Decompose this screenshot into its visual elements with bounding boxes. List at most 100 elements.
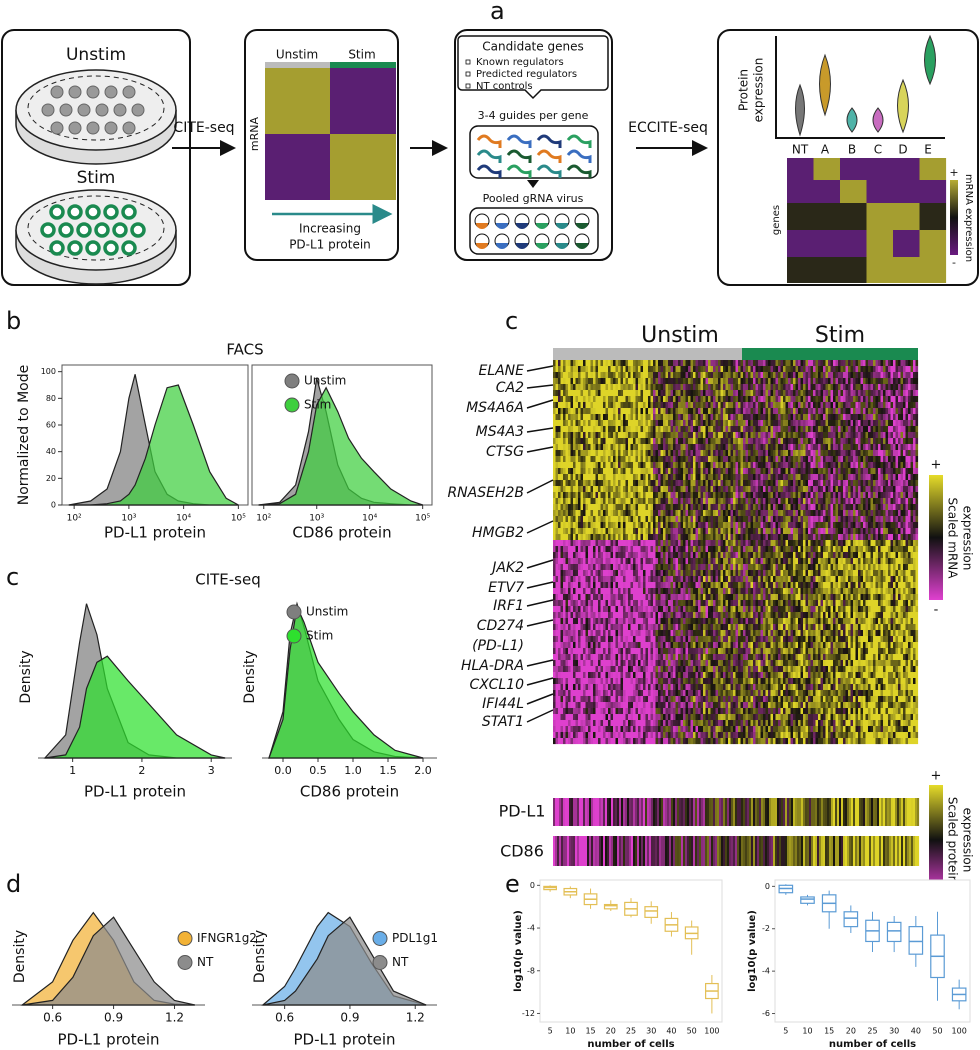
heatmap-cell: [565, 492, 569, 499]
heatmap-cell: [903, 480, 906, 487]
heatmap-cell: [625, 426, 629, 433]
heatmap-cell: [568, 486, 571, 493]
heatmap-cell: [685, 402, 689, 409]
heatmap-cell: [590, 450, 594, 457]
heatmap-cell: [593, 378, 596, 385]
heatmap-cell: [618, 486, 621, 493]
heatmap-cell: [795, 372, 799, 379]
heatmap-cell: [615, 516, 619, 523]
heatmap-cell: [703, 396, 706, 403]
heatmap-cell: [605, 498, 609, 505]
heatmap-cell: [558, 402, 561, 409]
virus-particle: [576, 243, 588, 249]
heatmap-cell: [563, 372, 566, 379]
heatmap-cell: [868, 360, 871, 367]
heatmap-cell: [643, 372, 646, 379]
heatmap-cell: [828, 402, 831, 409]
heatmap-cell: [653, 486, 656, 493]
heatmap-cell: [635, 552, 639, 559]
heatmap-cell: [800, 468, 804, 475]
heatmap-cell: [903, 372, 906, 379]
heatmap-cell: [558, 462, 561, 469]
group-bar: [330, 62, 396, 68]
cell: [50, 121, 64, 135]
heatmap-cell: [818, 528, 821, 535]
heatmap-cell: [848, 438, 851, 445]
heatmap-cell: [738, 552, 741, 559]
heatmap-cell: [628, 432, 631, 439]
heatmap-cell: [613, 468, 616, 475]
heatmap-cell: [633, 510, 636, 517]
violin: [819, 53, 831, 117]
heatmap-cell: [883, 402, 886, 409]
heatmap-cell: [783, 480, 786, 487]
heatmap-cell: [600, 384, 604, 391]
heatmap-cell: [553, 474, 556, 481]
heatmap-cell: [580, 432, 584, 439]
heatmap-cell: [838, 546, 841, 553]
heatmap-cell: [890, 546, 894, 553]
heatmap-cell: [628, 420, 631, 427]
heatmap-cell: [753, 438, 756, 445]
heatmap-cell: [595, 486, 599, 493]
heatmap-cell: [653, 546, 656, 553]
heatmap-cell: [688, 546, 691, 553]
heatmap-cell: [660, 360, 664, 367]
heatmap-cell: [783, 366, 786, 373]
heatmap-cell: [833, 372, 836, 379]
heatmap-cell: [835, 390, 839, 397]
heatmap-cell: [600, 408, 604, 415]
heatmap-cell: [573, 486, 576, 493]
heatmap-cell: [598, 468, 601, 475]
heatmap-cell: [818, 504, 821, 511]
heatmap-cell: [618, 384, 621, 391]
heatmap-cell: [883, 474, 886, 481]
heatmap-cell: [648, 444, 651, 451]
heatmap-cell: [718, 372, 721, 379]
heatmap-cell: [813, 492, 816, 499]
heatmap-cell: [585, 402, 589, 409]
heatmap-cell: [570, 516, 574, 523]
heatmap-cell: [680, 420, 684, 427]
heatmap-cell: [565, 444, 569, 451]
heatmap-cell: [908, 420, 911, 427]
heatmap-cell: [733, 420, 736, 427]
heatmap-cell: [588, 528, 591, 535]
heatmap-cell: [740, 426, 744, 433]
heatmap-cell: [828, 492, 831, 499]
heatmap-cell: [748, 402, 751, 409]
heatmap-cell: [813, 462, 816, 469]
heatmap-cell: [900, 372, 904, 379]
heatmap-cell: [825, 426, 829, 433]
heatmap-cell: [613, 510, 616, 517]
heatmap-cell: [820, 528, 824, 535]
heatmap-cell: [895, 438, 899, 445]
heatmap-cell: [868, 504, 871, 511]
heatmap-cell: [673, 456, 676, 463]
heatmap-cell: [758, 516, 761, 523]
heatmap-cell: [915, 450, 919, 457]
heatmap-cell: [765, 492, 769, 499]
heatmap-cell: [855, 516, 859, 523]
heatmap-cell: [715, 498, 719, 505]
heatmap-cell: [868, 486, 871, 493]
heatmap-cell: [883, 540, 886, 547]
heatmap-cell: [680, 414, 684, 421]
heatmap-cell: [680, 468, 684, 475]
heatmap-cell: [635, 366, 639, 373]
heatmap-cell: [658, 396, 661, 403]
heatmap-cell: [570, 528, 574, 535]
heatmap-cell: [620, 462, 624, 469]
heatmap-cell: [723, 360, 726, 367]
heatmap-cell: [798, 366, 801, 373]
heatmap-cell: [715, 516, 719, 523]
heatmap-cell: [855, 498, 859, 505]
heatmap-cell: [573, 384, 576, 391]
heatmap-cell: [888, 516, 891, 523]
heatmap-cell: [803, 528, 806, 535]
heatmap-cell: [733, 534, 736, 541]
heatmap-cell: [788, 516, 791, 523]
heatmap-cell: [845, 396, 849, 403]
heatmap-cell: [803, 420, 806, 427]
heatmap-cell: [740, 384, 744, 391]
